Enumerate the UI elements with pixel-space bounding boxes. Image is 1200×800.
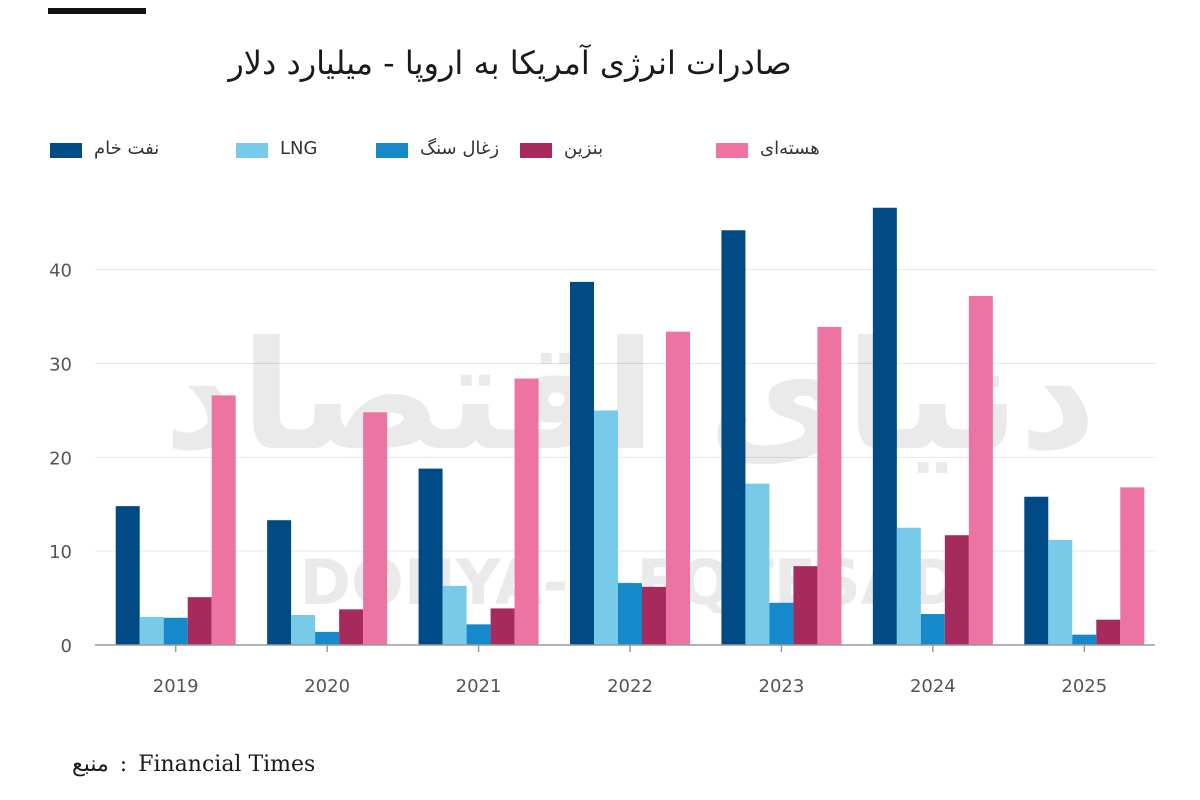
bars [115, 207, 1145, 646]
legend: نفت خام LNG زغال سنگ بنزین هسته‌ای [0, 136, 1200, 166]
y-tick-label: 40 [49, 261, 72, 282]
bar [139, 616, 164, 645]
legend-swatch [376, 143, 408, 158]
x-tick-label: 2023 [759, 676, 805, 697]
legend-label: LNG [280, 138, 318, 159]
y-tick-label: 30 [49, 355, 72, 376]
y-tick-label: 20 [49, 448, 72, 469]
bar [920, 614, 945, 645]
x-tick-label: 2020 [304, 676, 350, 697]
bar [1024, 496, 1049, 645]
bar [745, 483, 770, 645]
bar [872, 207, 897, 646]
top-rule [48, 8, 146, 14]
bar [1048, 539, 1073, 645]
bar [769, 602, 794, 645]
bar [570, 281, 594, 645]
legend-swatch [520, 143, 552, 158]
bar [163, 617, 188, 645]
legend-swatch [50, 143, 82, 158]
bar [466, 624, 491, 645]
bar [315, 631, 340, 645]
bar [642, 586, 666, 645]
bar [115, 506, 140, 645]
bar [211, 395, 236, 645]
bar [896, 527, 921, 645]
bar [618, 583, 642, 645]
bar [594, 410, 618, 645]
x-tick-label: 2019 [153, 676, 199, 697]
x-tick-label: 2021 [456, 676, 502, 697]
x-tick-label: 2025 [1061, 676, 1107, 697]
bar [490, 608, 515, 645]
y-tick-label: 0 [61, 636, 72, 657]
source-note: منبع : Financial Times [72, 752, 315, 777]
y-tick-label: 10 [49, 542, 72, 563]
bar [267, 520, 292, 645]
source-separator: : [119, 752, 128, 777]
legend-swatch [716, 143, 748, 158]
bar [442, 585, 467, 645]
watermark-persian: دنیای اقتصاد [164, 310, 1097, 484]
axes: 0 10 20 30 40 2019 2020 2021 2022 2023 2024 2025 [49, 261, 1155, 697]
legend-label: زغال سنگ [420, 138, 500, 159]
bar [418, 468, 443, 645]
source-name: Financial Times [138, 752, 316, 777]
bar [666, 331, 690, 645]
x-tick-label: 2024 [910, 676, 956, 697]
chart-title: صادرات انرژی آمریکا به اروپا - میلیارد د… [228, 44, 792, 82]
legend-label: هسته‌ای [760, 138, 820, 159]
source-label: منبع [72, 752, 109, 777]
bar [363, 412, 388, 645]
legend-label: نفت خام [94, 138, 160, 159]
bar [187, 597, 212, 645]
bar [339, 609, 364, 645]
legend-swatch [236, 143, 268, 158]
bar [944, 535, 969, 645]
bar [817, 326, 842, 645]
legend-label: بنزین [564, 138, 604, 159]
bar [1096, 619, 1121, 645]
bar [1120, 487, 1145, 645]
bar [1072, 634, 1097, 645]
bar [968, 295, 993, 645]
bar [793, 566, 818, 645]
bar [721, 230, 746, 645]
bar [514, 378, 539, 645]
x-tick-label: 2022 [607, 676, 653, 697]
bar [291, 614, 316, 645]
